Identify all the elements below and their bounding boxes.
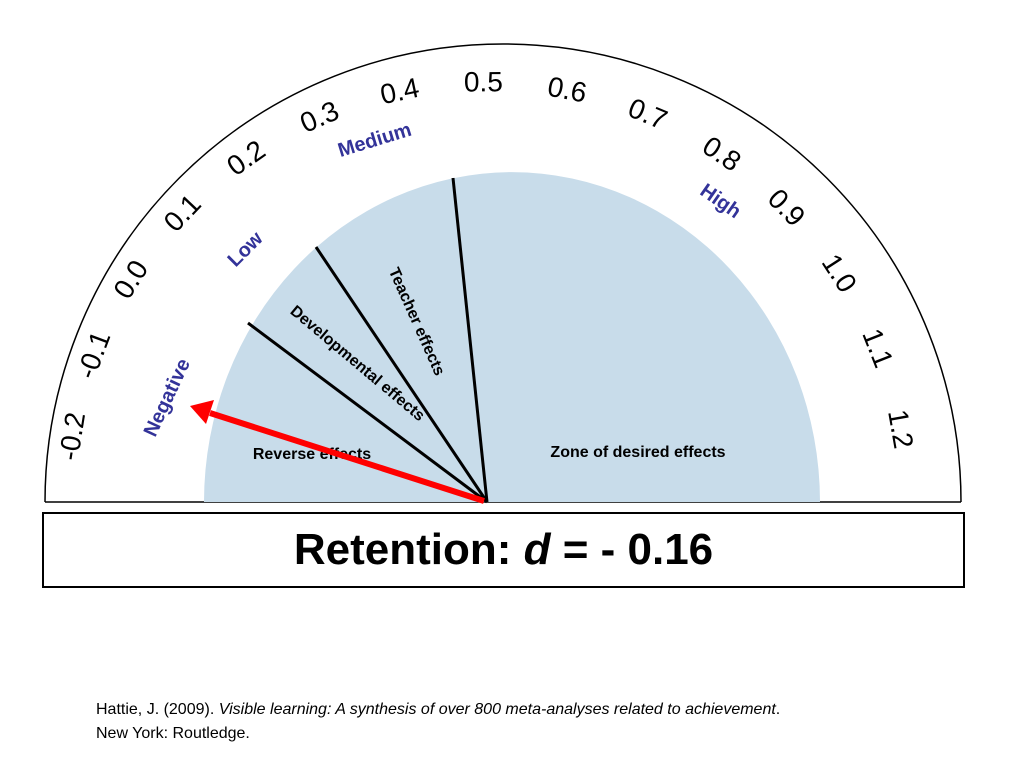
region-label: Reverse effects (253, 446, 371, 463)
scale-label: 0.5 (464, 66, 503, 97)
citation-author: Hattie, J. (2009). (96, 701, 215, 718)
scale-label: 0.7 (624, 92, 672, 136)
citation: Hattie, J. (2009). Visible learning: A s… (96, 698, 780, 746)
pointer (209, 410, 485, 504)
zone-label: High (696, 180, 745, 224)
scale-label: 0.0 (107, 255, 154, 304)
region-label: Zone of desired effects (550, 444, 725, 461)
scale-label: 1.0 (816, 248, 863, 298)
zone-label: Negative (140, 355, 195, 440)
divider (247, 321, 488, 504)
zone-label: Low (224, 227, 268, 271)
zone-label: Medium (335, 119, 414, 162)
citation-book: Visible learning: A synthesis of over 80… (218, 701, 776, 718)
result-symbol: d (523, 525, 551, 574)
scale-label: -0.2 (53, 410, 91, 463)
scale-label: 0.8 (697, 130, 747, 177)
pointer-head (190, 400, 214, 424)
scale-label: 0.4 (377, 72, 422, 110)
scale-label: 0.2 (221, 134, 271, 182)
scale-label: 1.1 (856, 324, 899, 372)
result-value: = - 0.16 (562, 525, 714, 574)
scale-label: -0.1 (71, 327, 117, 383)
scale-label: 0.6 (545, 71, 589, 109)
citation-publisher: New York: Routledge. (96, 725, 250, 742)
scale-label: 0.1 (158, 188, 207, 238)
divider (314, 246, 489, 503)
scale-label: 0.3 (295, 95, 343, 139)
divider (451, 177, 489, 503)
effect-area (204, 172, 820, 502)
result-box: Retention: d = - 0.16 (42, 512, 965, 588)
result-label: Retention: (293, 525, 512, 574)
scale-label: 1.2 (882, 407, 919, 451)
gauge: Negative Low Medium High Reverse effects… (44, 43, 962, 504)
citation-end: . (775, 701, 781, 718)
outer-arc (44, 43, 962, 503)
scale-label: 0.9 (762, 183, 811, 233)
